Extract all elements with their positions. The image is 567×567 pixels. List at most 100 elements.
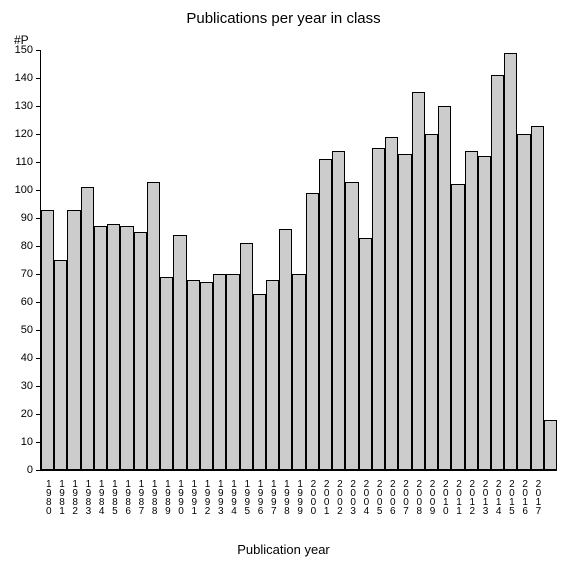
bar: [266, 280, 279, 470]
x-tick-label: 2005: [371, 472, 384, 522]
x-tick-label: 1984: [93, 472, 106, 522]
x-axis-label: Publication year: [0, 542, 567, 557]
bar: [531, 126, 544, 470]
bar: [319, 159, 332, 470]
bar: [425, 134, 438, 470]
x-tick-label: 1994: [225, 472, 238, 522]
bar: [478, 156, 491, 470]
y-tick-label: 60: [21, 296, 33, 308]
x-tick-label: 1992: [199, 472, 212, 522]
x-tick-label: 2006: [384, 472, 397, 522]
bar: [226, 274, 239, 470]
bar: [253, 294, 266, 470]
x-tick-label: 2016: [516, 472, 529, 522]
x-tick-label: 1981: [53, 472, 66, 522]
x-tick-label: 2000: [305, 472, 318, 522]
bar: [438, 106, 451, 470]
y-tick-label: 0: [27, 464, 33, 476]
y-tick-label: 150: [15, 44, 33, 56]
bar: [279, 229, 292, 470]
x-tick-label: 2002: [331, 472, 344, 522]
plot-area: 0102030405060708090100110120130140150: [40, 50, 557, 471]
y-tick-label: 110: [15, 156, 33, 168]
x-tick-label: 2012: [464, 472, 477, 522]
y-tick-label: 80: [21, 240, 33, 252]
bar: [147, 182, 160, 470]
x-tick-label: 2010: [437, 472, 450, 522]
bar: [173, 235, 186, 470]
bar: [451, 184, 464, 470]
x-tick-label: 1999: [291, 472, 304, 522]
bar: [398, 154, 411, 470]
x-tick-label: 2014: [490, 472, 503, 522]
x-tick-label: 1993: [212, 472, 225, 522]
y-tick-label: 70: [21, 268, 33, 280]
bar: [292, 274, 305, 470]
x-tick-label: 1997: [265, 472, 278, 522]
x-tick-label: 1986: [119, 472, 132, 522]
x-tick-label: 1998: [278, 472, 291, 522]
bar: [504, 53, 517, 470]
x-tick-label: 2017: [530, 472, 543, 522]
y-tick-label: 130: [15, 100, 33, 112]
bar: [372, 148, 385, 470]
y-tick-label: 50: [21, 324, 33, 336]
bar: [240, 243, 253, 470]
x-tick-label: 1983: [80, 472, 93, 522]
x-tick-label: 1989: [159, 472, 172, 522]
bar: [332, 151, 345, 470]
bars-group: [41, 50, 557, 470]
x-tick-label: 2001: [318, 472, 331, 522]
bar: [54, 260, 67, 470]
x-tick-label: 2013: [477, 472, 490, 522]
x-tick-label: 2008: [411, 472, 424, 522]
bar: [94, 226, 107, 470]
bar: [517, 134, 530, 470]
bar: [67, 210, 80, 470]
chart-container: Publications per year in class #P 010203…: [0, 0, 567, 567]
bar: [544, 420, 557, 470]
y-tick-label: 120: [15, 128, 33, 140]
bar: [491, 75, 504, 470]
bar: [200, 282, 213, 470]
x-labels: 1980198119821983198419851986198719881989…: [40, 472, 556, 522]
x-tick-label: 1980: [40, 472, 53, 522]
bar: [385, 137, 398, 470]
y-tick-label: 100: [15, 184, 33, 196]
bar: [465, 151, 478, 470]
bar: [187, 280, 200, 470]
bar: [160, 277, 173, 470]
y-tick-label: 140: [15, 72, 33, 84]
bar: [213, 274, 226, 470]
bar: [134, 232, 147, 470]
bar: [412, 92, 425, 470]
bar: [306, 193, 319, 470]
x-tick-label: 1987: [133, 472, 146, 522]
x-tick-label: 2015: [503, 472, 516, 522]
x-tick-label: 2011: [450, 472, 463, 522]
x-tick-label: 1988: [146, 472, 159, 522]
x-tick-label: 2003: [344, 472, 357, 522]
bar: [107, 224, 120, 470]
bar: [41, 210, 54, 470]
y-tick-label: 40: [21, 352, 33, 364]
x-tick-label: 2009: [424, 472, 437, 522]
x-tick-label: 1985: [106, 472, 119, 522]
x-tick-label: 1982: [66, 472, 79, 522]
x-tick-label: [543, 472, 556, 522]
x-tick-label: 1991: [186, 472, 199, 522]
bar: [120, 226, 133, 470]
x-tick-label: 2007: [397, 472, 410, 522]
x-tick-label: 1995: [239, 472, 252, 522]
y-tick-label: 30: [21, 380, 33, 392]
x-tick-label: 1996: [252, 472, 265, 522]
bar: [345, 182, 358, 470]
bar: [81, 187, 94, 470]
y-tick-label: 90: [21, 212, 33, 224]
y-tick-label: 20: [21, 408, 33, 420]
bar: [359, 238, 372, 470]
y-tick-label: 10: [21, 436, 33, 448]
x-tick-label: 2004: [358, 472, 371, 522]
x-tick-label: 1990: [172, 472, 185, 522]
chart-title: Publications per year in class: [0, 10, 567, 27]
